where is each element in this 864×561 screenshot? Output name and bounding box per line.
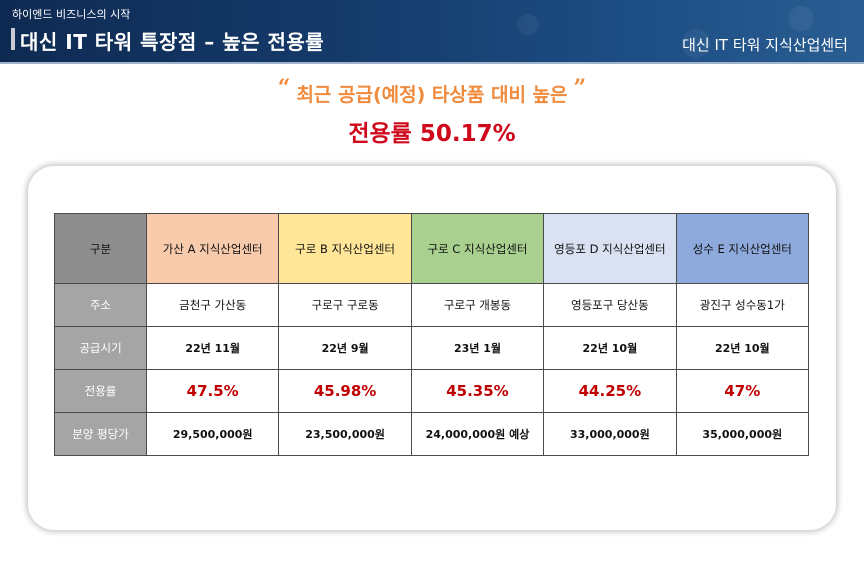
table-cell: 33,000,000원 <box>543 412 677 456</box>
subtitle: “최근 공급(예정) 타상품 대비 높은” <box>0 75 864 107</box>
open-quote-icon: “ <box>277 75 291 101</box>
rate-cell: 45.98% <box>278 369 412 413</box>
rate-cell: 47% <box>675 369 810 413</box>
hexagon-pattern <box>444 0 864 62</box>
table-cell: 24,000,000원 예상 <box>410 412 545 456</box>
column-header: 성수 E 지식산업센터 <box>675 213 810 284</box>
row-header: 주소 <box>54 283 147 327</box>
table-cell: 22년 10월 <box>543 326 677 370</box>
table-cell: 금천구 가산동 <box>145 283 280 327</box>
column-header: 영등포 D 지식산업센터 <box>543 213 677 284</box>
title-accent-bar <box>11 28 15 50</box>
table-cell: 23년 1월 <box>410 326 545 370</box>
row-header: 공급시기 <box>54 326 147 370</box>
column-header: 구로 C 지식산업센터 <box>410 213 545 284</box>
row-header: 분양 평당가 <box>54 412 147 456</box>
corner-header: 구분 <box>54 213 147 284</box>
subtitle-text: 최근 공급(예정) 타상품 대비 높은 <box>296 84 568 106</box>
rate-cell: 44.25% <box>543 369 677 413</box>
close-quote-icon: ” <box>573 75 587 101</box>
table-row: 주소 금천구 가산동 구로구 구로동 구로구 개봉동 영등포구 당산동 광진구 … <box>54 283 810 327</box>
table-cell: 22년 9월 <box>278 326 412 370</box>
table-row: 공급시기 22년 11월 22년 9월 23년 1월 22년 10월 22년 1… <box>54 326 810 370</box>
header-divider <box>0 62 864 64</box>
table-cell: 29,500,000원 <box>145 412 280 456</box>
column-header: 구로 B 지식산업센터 <box>278 213 412 284</box>
table-cell: 영등포구 당산동 <box>543 283 677 327</box>
project-name: 대신 IT 타워 지식산업센터 <box>682 36 848 54</box>
table-cell: 22년 10월 <box>675 326 810 370</box>
rate-cell: 45.35% <box>410 369 545 413</box>
table-header-row: 구분 가산 A 지식산업센터 구로 B 지식산업센터 구로 C 지식산업센터 영… <box>54 213 810 284</box>
row-header: 전용률 <box>54 369 147 413</box>
table-cell: 광진구 성수동1가 <box>675 283 810 327</box>
page-title: 대신 IT 타워 특장점 – 높은 전용률 <box>20 30 325 54</box>
headline: 전용률 50.17% <box>348 121 516 147</box>
table-cell: 23,500,000원 <box>278 412 412 456</box>
table-cell: 구로구 개봉동 <box>410 283 545 327</box>
comparison-table: 구분 가산 A 지식산업센터 구로 B 지식산업센터 구로 C 지식산업센터 영… <box>54 213 810 456</box>
rate-cell: 47.5% <box>145 369 280 413</box>
table-cell: 22년 11월 <box>145 326 280 370</box>
table-cell: 구로구 구로동 <box>278 283 412 327</box>
header-banner: 하이엔드 비즈니스의 시작 대신 IT 타워 특장점 – 높은 전용률 대신 I… <box>0 0 864 62</box>
column-header: 가산 A 지식산업센터 <box>145 213 280 284</box>
table-row: 전용률 47.5% 45.98% 45.35% 44.25% 47% <box>54 369 810 413</box>
brand-tagline: 하이엔드 비즈니스의 시작 <box>12 8 131 21</box>
table-row: 분양 평당가 29,500,000원 23,500,000원 24,000,00… <box>54 412 810 456</box>
table-cell: 35,000,000원 <box>675 412 810 456</box>
